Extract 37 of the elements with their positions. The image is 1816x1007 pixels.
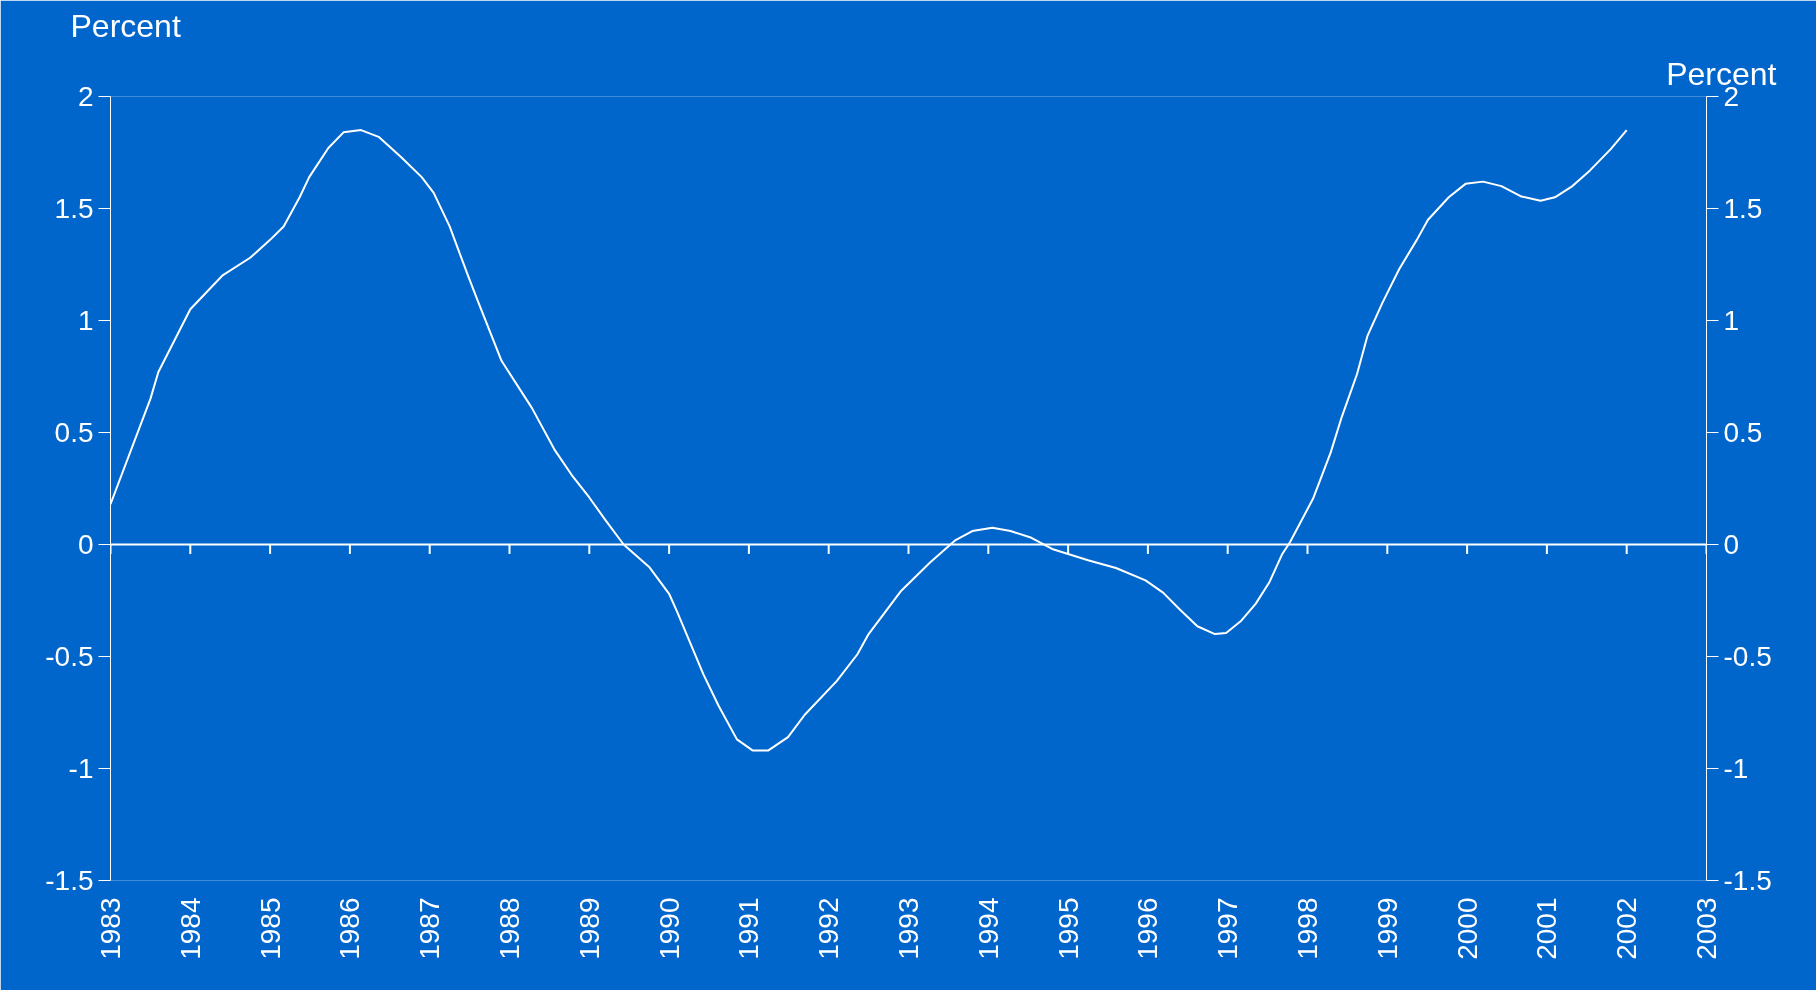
y-tick-label: 2 [77,81,94,112]
x-tick-label: 1986 [334,897,366,960]
x-tick-label: 1995 [1052,897,1084,960]
y2-tick-label: -1.5 [1723,865,1772,896]
x-tick-label: 1990 [653,897,685,960]
x-tick-label: 1983 [95,897,126,960]
x-tick-label: 1996 [1132,897,1164,960]
y-tick-label: 1.5 [54,193,94,224]
y2-tick-label: -1 [1723,753,1749,784]
x-tick-label: 1994 [972,897,1004,960]
x-tick-label: 1989 [573,897,605,960]
y2-tick-label: -0.5 [1723,641,1772,672]
x-tick-label: 1997 [1212,897,1244,960]
x-tick-label: 2003 [1691,897,1722,960]
y2-tick-label: 0.5 [1723,417,1763,448]
x-tick-label: 1993 [893,897,924,960]
x-tick-label: 2002 [1611,897,1643,960]
y2-tick-label: 0 [1723,529,1740,560]
y-tick-label: -0.5 [45,641,94,672]
y-axis-title: Percent [70,7,181,44]
x-tick-label: 1985 [254,897,286,960]
y-tick-label: 1 [77,305,94,336]
x-tick-label: 1999 [1371,897,1403,960]
y-tick-label: 0.5 [54,417,94,448]
x-tick-label: 1988 [494,897,525,960]
x-tick-label: 2001 [1531,897,1563,960]
x-tick-label: 2000 [1451,897,1483,960]
x-tick-label: 1992 [813,897,845,960]
y-tick-label: -1.5 [45,865,94,896]
x-tick-label: 1984 [174,897,206,960]
x-tick-label: 1998 [1292,897,1323,960]
y-tick-label: 0 [77,529,94,560]
x-tick-label: 1991 [733,897,765,960]
x-tick-label: 1987 [414,897,446,960]
y-tick-label: -1 [68,753,94,784]
y2-tick-label: 1 [1723,305,1740,336]
y2-tick-label: 1.5 [1723,193,1763,224]
